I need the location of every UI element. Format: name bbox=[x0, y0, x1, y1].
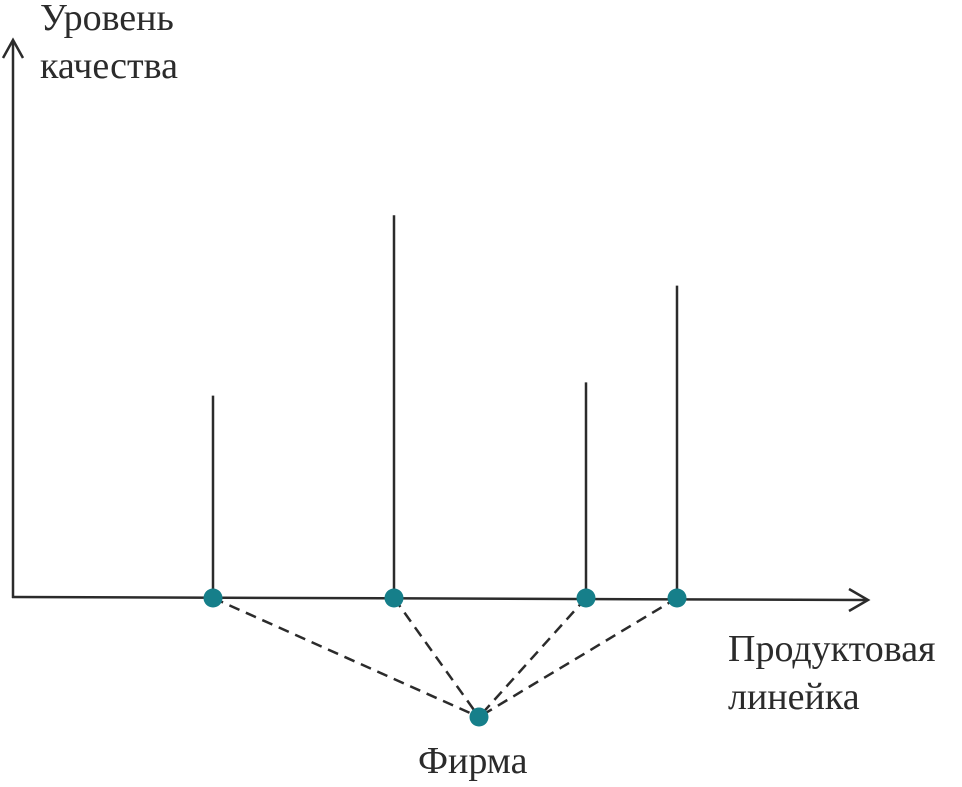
product-nodes bbox=[203, 588, 687, 727]
firm-connection-4 bbox=[478, 596, 678, 719]
x-axis-arrowhead bbox=[848, 587, 871, 613]
product-node-4 bbox=[667, 588, 687, 608]
firm-connections bbox=[212, 596, 678, 719]
y-axis-label-line-1: Уровень bbox=[40, 0, 174, 39]
axes bbox=[1, 37, 871, 613]
firm-connection-2 bbox=[392, 597, 481, 718]
x-axis-label: Продуктовая линейка bbox=[728, 625, 936, 721]
quality-stems bbox=[211, 215, 679, 598]
product-node-1 bbox=[203, 588, 223, 608]
y-axis-label: Уровень качества bbox=[40, 0, 178, 90]
x-axis-label-line-2: линейка bbox=[728, 676, 860, 718]
firm-connection-3 bbox=[478, 597, 587, 718]
firm-connection-1 bbox=[212, 596, 480, 719]
x-axis-label-line-1: Продуктовая bbox=[728, 628, 936, 670]
firm-label: Фирма bbox=[418, 740, 528, 782]
y-axis-arrowhead bbox=[1, 37, 25, 59]
product-node-3 bbox=[576, 588, 596, 608]
x-axis-line bbox=[11, 595, 867, 602]
y-axis-label-line-2: качества bbox=[40, 45, 178, 87]
firm-node bbox=[469, 707, 489, 727]
product-node-2 bbox=[384, 588, 404, 608]
